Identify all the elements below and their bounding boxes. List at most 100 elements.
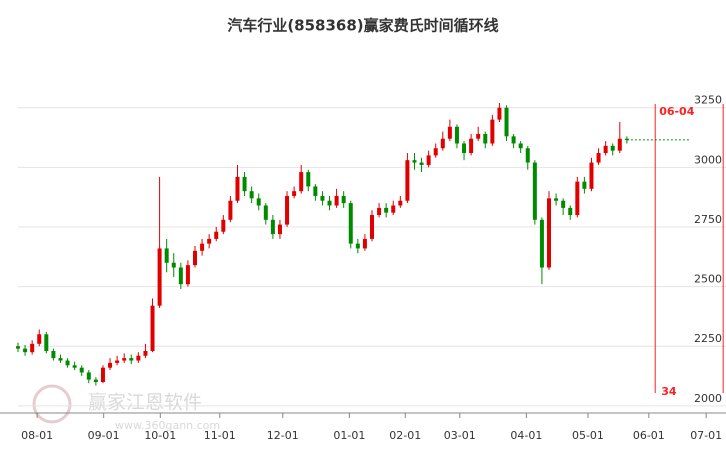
candle-body: [334, 195, 339, 206]
candle-body: [242, 176, 247, 192]
candle-body: [277, 224, 282, 235]
candle-body: [539, 219, 544, 268]
candle-body: [285, 195, 290, 225]
candle-body: [249, 191, 254, 199]
candle-body: [398, 200, 403, 206]
x-tick-label: 12-01: [267, 429, 299, 442]
candle-body: [603, 145, 608, 154]
candle-body: [610, 145, 615, 151]
candle-body: [129, 358, 134, 361]
candle-body: [377, 207, 382, 216]
candle-body: [554, 198, 559, 201]
candle-body: [412, 160, 417, 163]
watermark-logo: [32, 384, 72, 424]
candle-body: [93, 379, 98, 382]
x-tick-label: 05-01: [572, 429, 604, 442]
candle-body: [447, 126, 452, 139]
candle-body: [547, 198, 551, 268]
x-tick-label: 11-01: [204, 429, 236, 442]
candle-body: [313, 186, 318, 196]
candle-body: [518, 143, 523, 149]
candle-body: [426, 155, 431, 165]
candle-body: [270, 219, 275, 235]
candle-body: [476, 133, 481, 139]
x-tick-label: 06-01: [633, 429, 665, 442]
candle-body: [200, 243, 205, 251]
candle-body: [58, 358, 63, 361]
candle-body: [391, 205, 396, 213]
x-tick-label: 07-01: [690, 429, 722, 442]
candle-body: [320, 195, 325, 201]
y-tick-label: 3000: [694, 153, 722, 166]
candle-body: [178, 267, 183, 285]
candle-body: [596, 153, 601, 163]
candle-body: [171, 262, 176, 268]
candle-body: [532, 162, 537, 220]
candle-body: [355, 243, 360, 249]
x-tick-label: 01-01: [333, 429, 365, 442]
candle-body: [51, 350, 56, 359]
candle-body: [454, 126, 459, 144]
candle-body: [511, 136, 516, 144]
candle-body: [214, 231, 219, 239]
candle-body: [164, 248, 169, 263]
candle-body: [561, 200, 566, 208]
candle-body: [157, 248, 162, 306]
cycle-date: 06-04: [659, 105, 695, 118]
y-tick-label: 2750: [694, 213, 722, 226]
y-tick-label: 2000: [694, 392, 722, 405]
x-tick-label: 04-01: [510, 429, 542, 442]
x-tick-label: 09-01: [88, 429, 120, 442]
candle-body: [575, 181, 580, 216]
candle-body: [86, 372, 91, 380]
candle-body: [469, 138, 474, 154]
chart-title: 汽车行业(858368)赢家费氏时间循环线: [227, 17, 498, 35]
candle-body: [136, 355, 141, 361]
candle-body: [79, 367, 84, 373]
x-tick-label: 10-01: [144, 429, 176, 442]
candle-body: [440, 138, 445, 149]
y-tick-label: 3250: [694, 94, 722, 107]
candle-body: [483, 133, 488, 144]
candle-body: [263, 205, 268, 220]
candle-body: [122, 358, 127, 361]
candle-body: [370, 215, 374, 239]
candle-body: [207, 238, 212, 244]
x-tick-label: 02-01: [389, 429, 421, 442]
candle-body: [433, 148, 438, 156]
candle-body: [504, 107, 509, 137]
candle-body: [348, 203, 353, 244]
watermark-url: www.360gann.com: [115, 419, 220, 432]
candle-body: [341, 195, 346, 204]
candle-body: [497, 107, 502, 120]
cycle-count: 34: [661, 385, 677, 398]
candle-body: [405, 160, 410, 201]
candle-body: [235, 176, 240, 201]
x-tick-label: 03-01: [444, 429, 476, 442]
candle-body: [100, 367, 105, 382]
candle-body: [228, 200, 233, 220]
candle-body: [30, 343, 35, 353]
candle-body: [65, 360, 70, 366]
candle-body: [221, 219, 226, 232]
candle-body: [23, 348, 28, 353]
candle-body: [568, 207, 573, 216]
candle-body: [143, 350, 148, 356]
candle-body: [44, 334, 49, 351]
candle-body: [490, 119, 495, 144]
candle-body: [306, 172, 311, 187]
candle-body: [37, 334, 42, 344]
candle-body: [362, 238, 367, 249]
x-tick-label: 08-01: [21, 429, 53, 442]
candle-body: [16, 346, 20, 349]
candle-body: [150, 305, 155, 351]
candle-body: [115, 360, 120, 363]
candle-body: [419, 162, 424, 165]
candle-body: [525, 148, 530, 163]
candle-body: [299, 172, 304, 192]
candle-body: [327, 200, 332, 206]
candle-body: [617, 138, 622, 151]
candle-body: [292, 191, 297, 196]
candle-body: [589, 162, 594, 189]
